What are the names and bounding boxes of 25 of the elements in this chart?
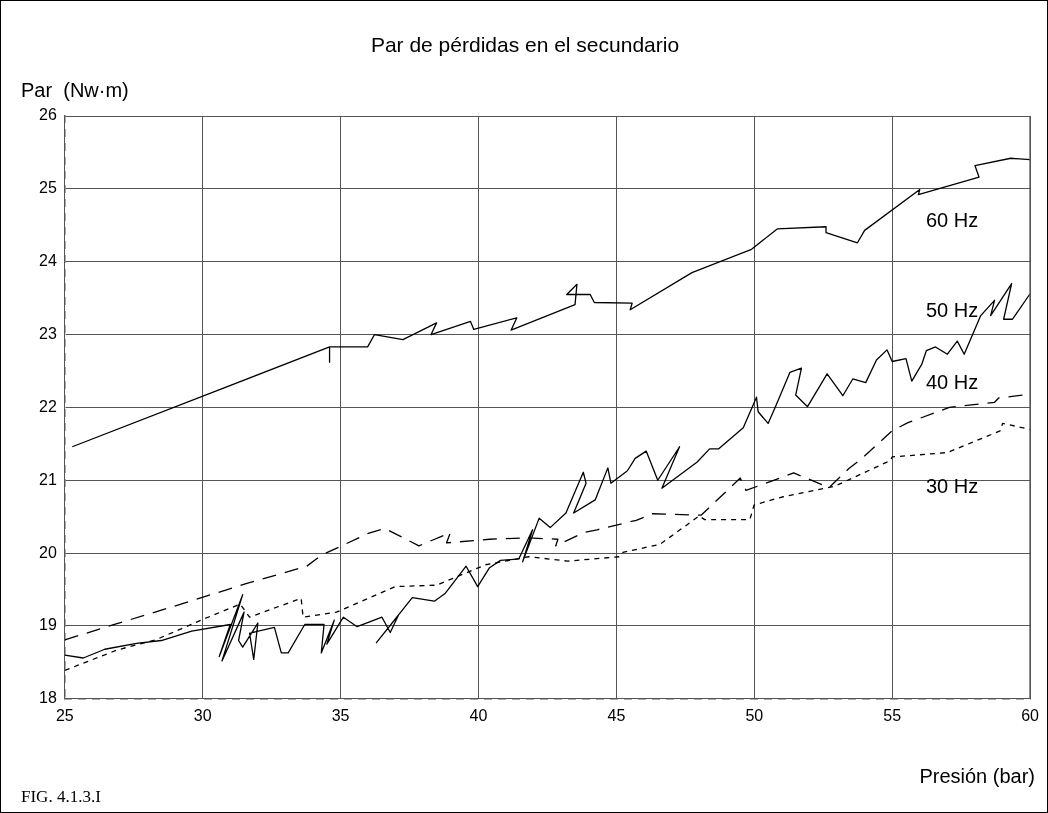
x-axis-title: Presión (bar) bbox=[919, 765, 1035, 788]
x-tick-label: 40 bbox=[469, 706, 488, 724]
x-tick-label: 45 bbox=[607, 706, 626, 724]
y-tick-label: 25 bbox=[39, 179, 57, 197]
y-tick-label: 20 bbox=[39, 543, 57, 561]
y-tick-label: 19 bbox=[39, 616, 57, 634]
x-tick-label: 25 bbox=[55, 706, 74, 724]
series-label: 40 Hz bbox=[925, 370, 979, 393]
chart-title: Par de pérdidas en el secundario bbox=[369, 33, 681, 57]
y-tick-label: 26 bbox=[39, 106, 57, 124]
y-tick-label: 21 bbox=[39, 470, 57, 488]
y-tick-label: 24 bbox=[39, 252, 57, 270]
x-tick-label: 55 bbox=[883, 706, 902, 724]
y-tick-label: 18 bbox=[39, 689, 57, 707]
series-label: 60 Hz bbox=[925, 208, 979, 231]
x-tick-label: 60 bbox=[1021, 706, 1040, 724]
y-tick-label: 23 bbox=[39, 324, 57, 342]
caption: FIG. 4.1.3.I bbox=[21, 787, 101, 807]
series-label: 50 Hz bbox=[925, 299, 979, 322]
x-tick-label: 35 bbox=[331, 706, 350, 724]
y-axis-title: Par (Nw·m) bbox=[21, 79, 129, 102]
series-label: 30 Hz bbox=[925, 474, 979, 497]
x-tick-label: 50 bbox=[745, 706, 764, 724]
y-tick-label: 22 bbox=[39, 397, 57, 415]
x-tick-label: 30 bbox=[193, 706, 212, 724]
